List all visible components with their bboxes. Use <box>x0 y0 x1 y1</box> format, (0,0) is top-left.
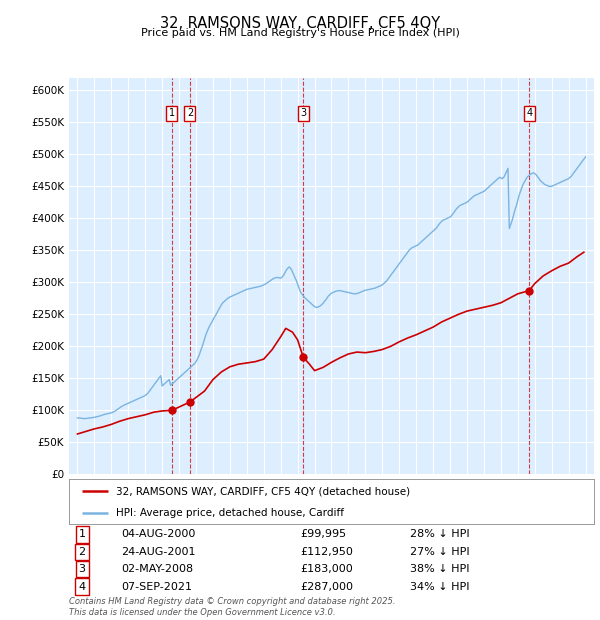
Text: 34% ↓ HPI: 34% ↓ HPI <box>410 582 470 591</box>
Text: £183,000: £183,000 <box>300 564 353 574</box>
Text: 3: 3 <box>79 564 86 574</box>
Text: 07-SEP-2021: 07-SEP-2021 <box>121 582 193 591</box>
Text: 27% ↓ HPI: 27% ↓ HPI <box>410 547 470 557</box>
Text: 2: 2 <box>79 547 86 557</box>
Text: 04-AUG-2000: 04-AUG-2000 <box>121 529 196 539</box>
Text: 3: 3 <box>300 108 306 118</box>
Text: £287,000: £287,000 <box>300 582 353 591</box>
Text: 28% ↓ HPI: 28% ↓ HPI <box>410 529 470 539</box>
Text: HPI: Average price, detached house, Cardiff: HPI: Average price, detached house, Card… <box>116 508 344 518</box>
Text: Contains HM Land Registry data © Crown copyright and database right 2025.
This d: Contains HM Land Registry data © Crown c… <box>69 598 395 617</box>
Text: 38% ↓ HPI: 38% ↓ HPI <box>410 564 470 574</box>
Text: £99,995: £99,995 <box>300 529 346 539</box>
Text: Price paid vs. HM Land Registry's House Price Index (HPI): Price paid vs. HM Land Registry's House … <box>140 28 460 38</box>
Text: 02-MAY-2008: 02-MAY-2008 <box>121 564 194 574</box>
Text: 4: 4 <box>79 582 86 591</box>
Text: 4: 4 <box>526 108 532 118</box>
Text: 1: 1 <box>79 529 86 539</box>
Text: 24-AUG-2001: 24-AUG-2001 <box>121 547 196 557</box>
Text: 2: 2 <box>187 108 193 118</box>
Text: 32, RAMSONS WAY, CARDIFF, CF5 4QY: 32, RAMSONS WAY, CARDIFF, CF5 4QY <box>160 16 440 30</box>
Text: 32, RAMSONS WAY, CARDIFF, CF5 4QY (detached house): 32, RAMSONS WAY, CARDIFF, CF5 4QY (detac… <box>116 486 410 497</box>
Text: 1: 1 <box>169 108 175 118</box>
Text: £112,950: £112,950 <box>300 547 353 557</box>
